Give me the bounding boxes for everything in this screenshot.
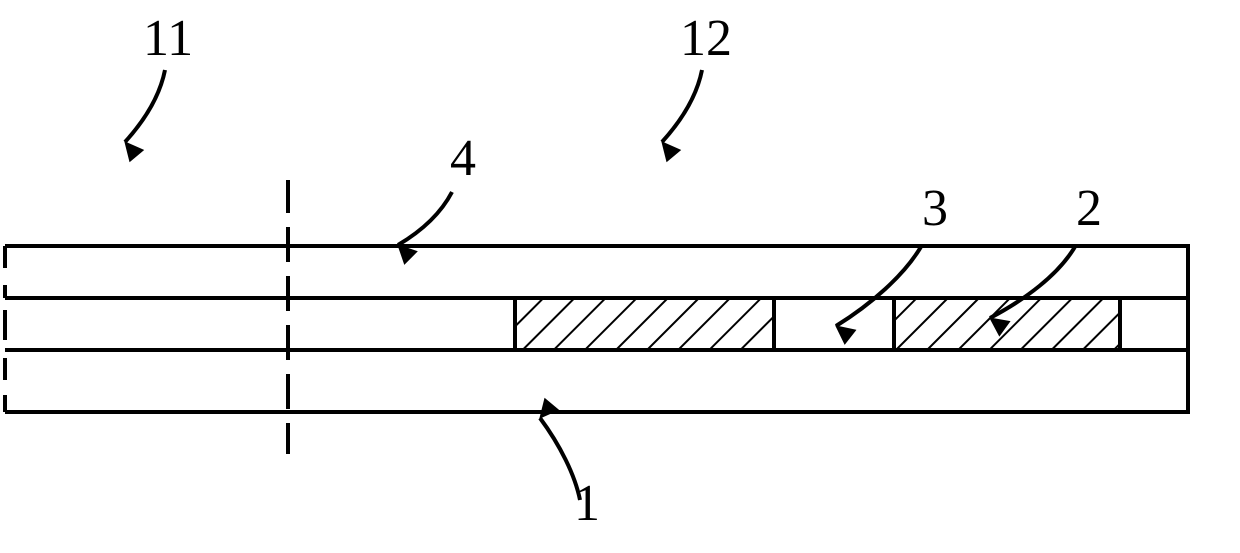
callout-11: 11 [125, 10, 193, 161]
callout-1: 1 [540, 399, 600, 532]
arrowhead-12 [662, 142, 680, 161]
arrowhead-3 [836, 326, 856, 344]
arrowhead-11 [125, 142, 143, 161]
callout-4: 4 [398, 130, 476, 264]
label-4: 4 [450, 130, 476, 187]
label-11: 11 [143, 10, 193, 67]
callout-12: 12 [662, 10, 732, 161]
label-3: 3 [922, 180, 948, 237]
hatched-block-1 [515, 298, 774, 350]
label-2: 2 [1076, 180, 1102, 237]
leader-4 [398, 192, 452, 245]
label-12: 12 [680, 10, 732, 67]
leader-12 [662, 70, 702, 142]
layer-top [5, 246, 1188, 298]
leader-11 [125, 70, 165, 142]
layer-bottom [5, 350, 1188, 412]
label-1: 1 [574, 475, 600, 532]
arrowhead-1 [540, 399, 558, 418]
